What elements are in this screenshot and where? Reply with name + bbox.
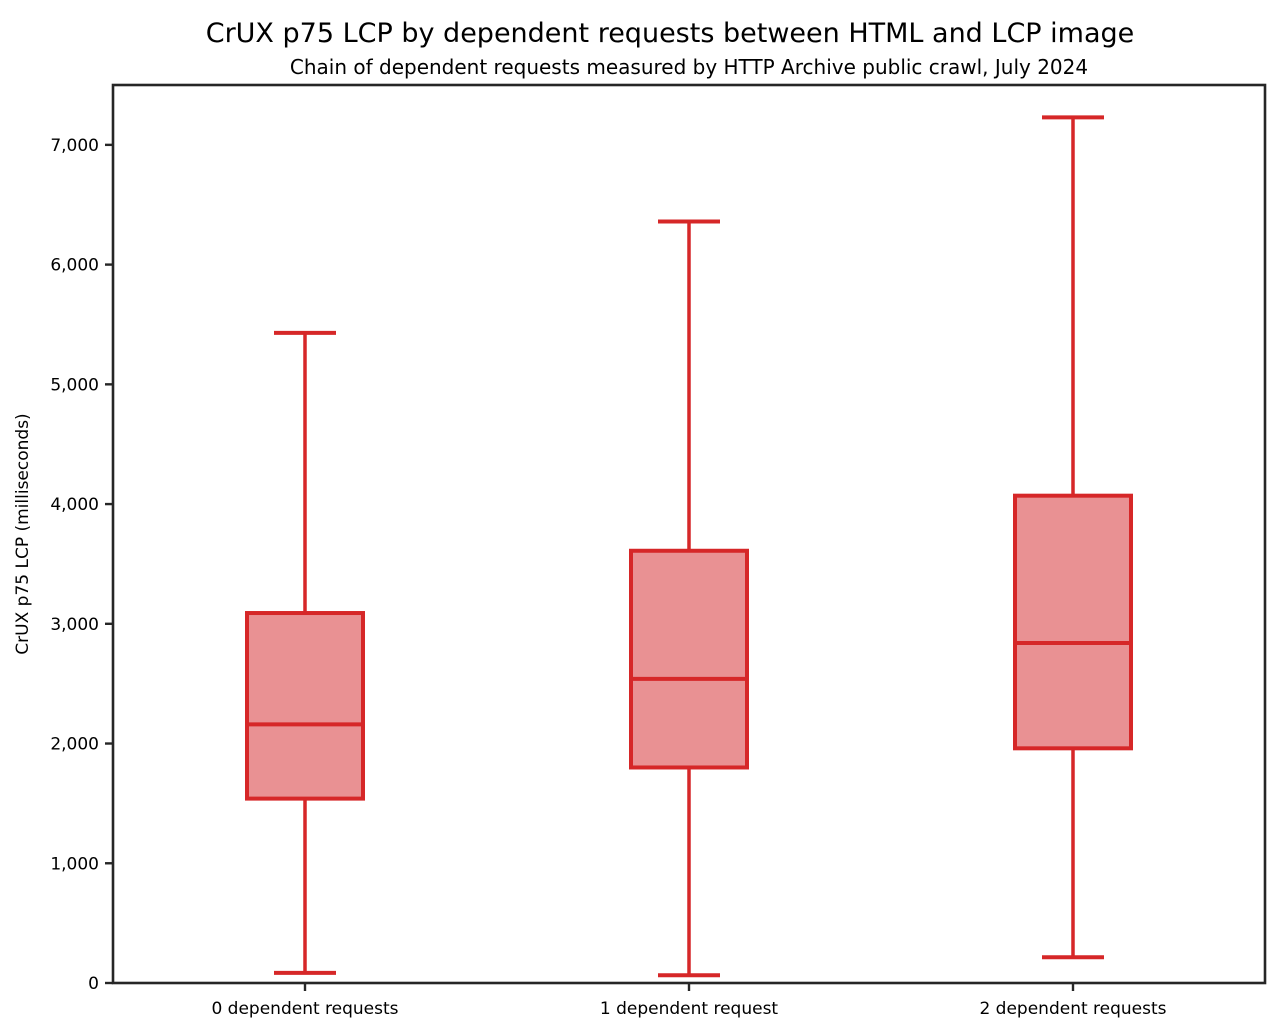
boxplot-0-dependent-requests — [245, 330, 365, 975]
y-tick-label: 4,000 — [50, 495, 99, 515]
y-axis-title: CrUX p75 LCP (milliseconds) — [13, 413, 33, 654]
iqr-box — [629, 548, 749, 770]
chart-title: CrUX p75 LCP by dependent requests betwe… — [206, 18, 1135, 49]
boxplot-1-dependent-request — [629, 219, 749, 978]
iqr-box — [245, 611, 365, 801]
y-tick-label: 1,000 — [50, 854, 99, 874]
chart-subtitle: Chain of dependent requests measured by … — [290, 55, 1088, 79]
y-tick-label: 5,000 — [50, 375, 99, 395]
y-tick-label: 7,000 — [50, 136, 99, 156]
plot-border — [111, 83, 1267, 985]
x-tick-label: 1 dependent request — [600, 999, 779, 1019]
y-tick-label: 2,000 — [50, 735, 99, 755]
x-tick-label: 0 dependent requests — [211, 999, 398, 1019]
boxplot-2-dependent-requests — [1013, 115, 1133, 960]
y-tick-label: 6,000 — [50, 256, 99, 276]
plot-area: 0 1,000 2,000 3,000 4,000 5,000 6,000 7,000 CrUX… — [13, 83, 1267, 1019]
x-tick-label: 2 dependent requests — [979, 999, 1166, 1019]
iqr-box — [1013, 493, 1133, 751]
y-tick-label: 3,000 — [50, 615, 99, 635]
y-tick-label: 0 — [88, 974, 99, 994]
